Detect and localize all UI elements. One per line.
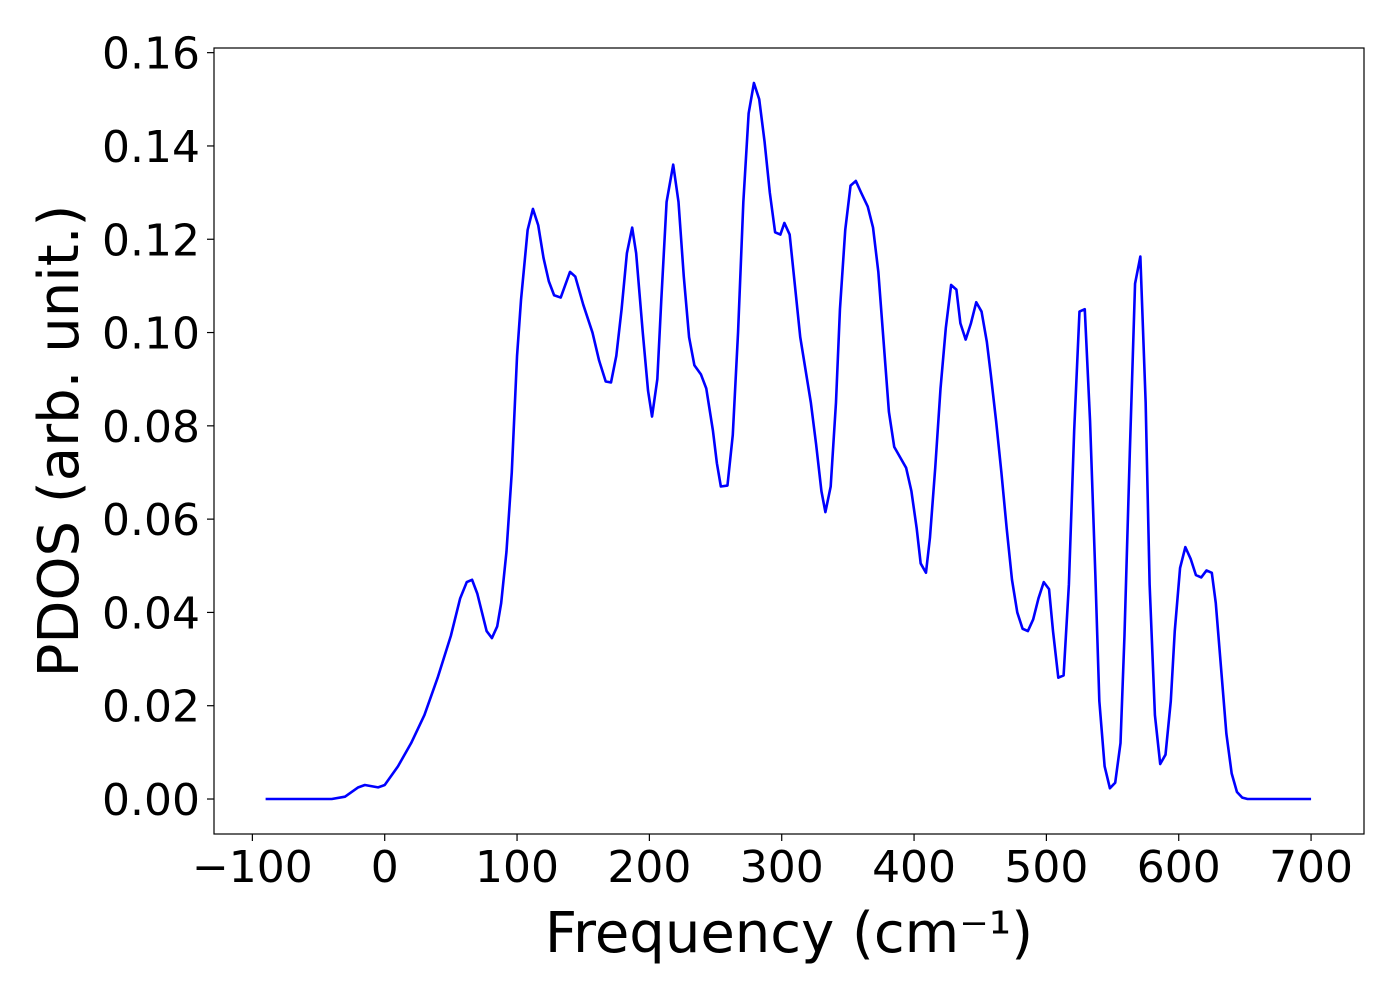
data-line	[265, 81, 1312, 801]
x-tick-label: 400	[872, 842, 956, 893]
y-tick-label: 0.00	[102, 775, 200, 826]
y-tick-label: 0.02	[102, 682, 200, 733]
x-tick-label: 0	[371, 842, 399, 893]
y-tick-label: 0.08	[102, 402, 200, 453]
x-axis-label: Frequency (cm⁻¹)	[545, 901, 1033, 966]
y-tick-label: 0.12	[102, 215, 200, 266]
x-tick-label: 500	[1004, 842, 1088, 893]
y-tick-label: 0.10	[102, 309, 200, 360]
x-tick-label: −100	[192, 842, 313, 893]
x-tick-label: 300	[740, 842, 824, 893]
x-tick-label: 600	[1137, 842, 1221, 893]
plot-frame	[213, 47, 1365, 835]
y-tick-label: 0.16	[102, 29, 200, 80]
x-tick-label: 700	[1269, 842, 1353, 893]
y-axis-label: PDOS (arb. unit.)	[27, 205, 92, 678]
y-tick-label: 0.14	[102, 122, 200, 173]
y-tick-label: 0.06	[102, 495, 200, 546]
x-tick-label: 100	[475, 842, 559, 893]
y-tick-label: 0.04	[102, 588, 200, 639]
x-tick-label: 200	[607, 842, 691, 893]
